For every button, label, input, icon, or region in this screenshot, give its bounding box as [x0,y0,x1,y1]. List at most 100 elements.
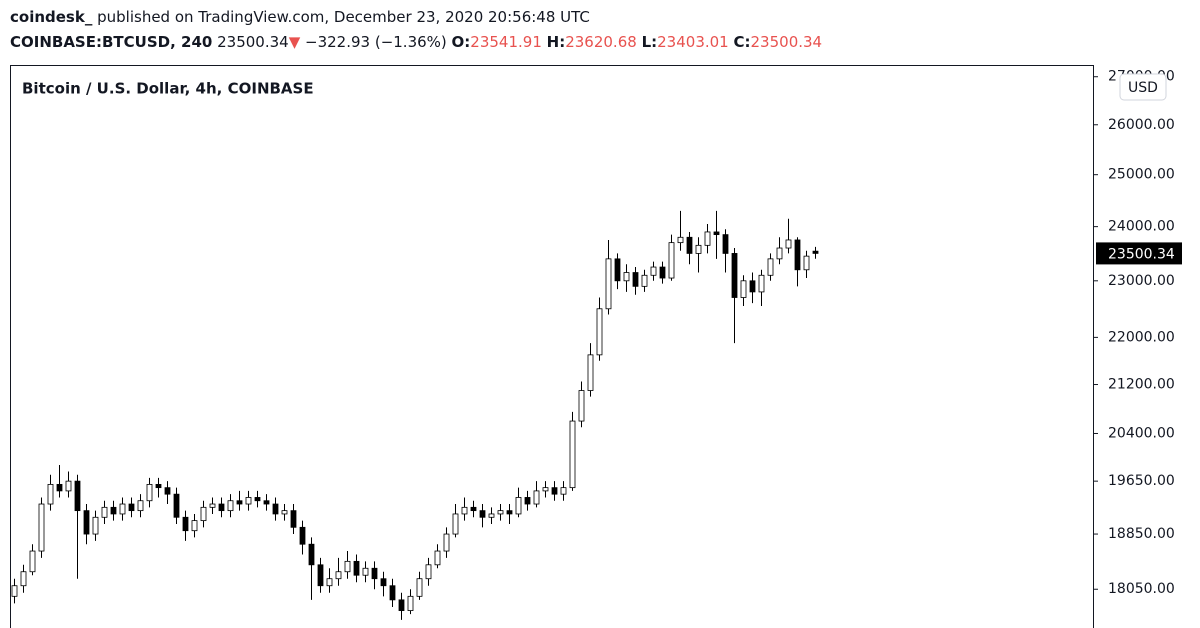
candle-body [812,250,819,254]
y-tick-label: 18850.00 [1108,526,1175,542]
candle-body [290,510,297,528]
y-tick-label: 21200.00 [1108,377,1175,393]
candle-body [686,236,693,254]
candle-body [227,500,234,512]
candle-body [335,571,342,580]
candle-body [29,550,36,573]
candle-body [146,483,153,502]
candle-body [470,506,477,512]
candle-body [740,280,747,298]
y-tick-label: 25000.00 [1108,167,1175,183]
candle-body [713,231,720,236]
candle-body [731,253,738,298]
candle-body [641,274,648,287]
candle-body [542,487,549,492]
candle-body [407,595,414,611]
candle-body [560,487,567,495]
candle-body [749,280,756,293]
candle-body [659,266,666,279]
l-label: L: [641,33,658,51]
candle-body [488,513,495,518]
candle-body [632,272,639,287]
price: 23500.34 [217,33,289,51]
candle-body [650,266,657,276]
change: −322.93 (−1.36%) [305,33,447,51]
header-line-2: COINBASE:BTCUSD, 240 23500.34▼ −322.93 (… [10,30,822,55]
candle-body [263,500,270,505]
arrow: ▼ [288,33,301,51]
candle-body [200,506,207,522]
candle-body [74,480,81,512]
candle-body [173,493,180,518]
c-label: C: [733,33,751,51]
y-tick-label: 19650.00 [1108,473,1175,489]
last-price-box [1096,242,1182,265]
candle-body [623,272,630,282]
candle-body [281,510,288,515]
y-tick-label: 26000.00 [1108,117,1175,133]
candle-body [704,231,711,246]
candle-body [218,503,225,512]
chart-title: Bitcoin / U.S. Dollar, 4h, COINBASE [22,80,314,98]
candle-body [56,483,63,492]
candle-body [191,520,198,532]
candle-body [317,564,324,587]
candle-body [767,258,774,276]
candle-body [92,516,99,535]
candle-body [344,560,351,573]
candle-body [164,487,171,495]
candle-body [380,578,387,587]
candle-body [533,490,540,505]
candle-body [236,500,243,505]
candle-body [578,390,585,422]
y-tick-label: 20400.00 [1108,425,1175,441]
currency-badge [1119,73,1167,101]
candle-body [308,543,315,566]
candle-body [416,578,423,597]
candle-body [497,510,504,515]
candle-body [272,503,279,515]
candle-body [182,516,189,532]
header-line-1: coindesk_ published on TradingView.com, … [10,5,822,30]
y-tick-label: 23000.00 [1108,273,1175,289]
high: 23620.68 [565,33,637,51]
publisher: coindesk_ [10,8,93,26]
candle-body [452,513,459,535]
candle-body [398,599,405,611]
candle-body [38,503,45,552]
candle-body [299,526,306,545]
candle-body [758,274,765,293]
published: published on TradingView.com, December 2… [97,8,590,26]
candle-body [803,255,810,271]
candle-body [434,550,441,566]
candle-body [245,497,252,505]
candle-body [83,510,90,535]
candle-body [209,503,216,508]
last-price-label: 23500.34 [1108,246,1175,262]
h-label: H: [546,33,566,51]
candle-body [137,500,144,512]
candle-body [605,258,612,310]
candle-body [20,571,27,587]
candle-body [362,567,369,576]
candle-body [443,533,450,552]
candle-body [65,480,72,492]
candle-body [695,244,702,254]
o-label: O: [451,33,471,51]
candle-body [326,578,333,587]
candle-body [776,247,783,260]
y-tick-label: 24000.00 [1108,219,1175,235]
candle-body [461,506,468,515]
low: 23403.01 [657,33,729,51]
open: 23541.91 [470,33,542,51]
candle-body [515,497,522,515]
candle-body [155,483,162,489]
candle-body [479,510,486,518]
candle-body [389,585,396,601]
candle-body [794,239,801,271]
currency-label: USD [1128,80,1158,96]
plot-frame [10,65,1094,628]
candle-body [425,564,432,580]
